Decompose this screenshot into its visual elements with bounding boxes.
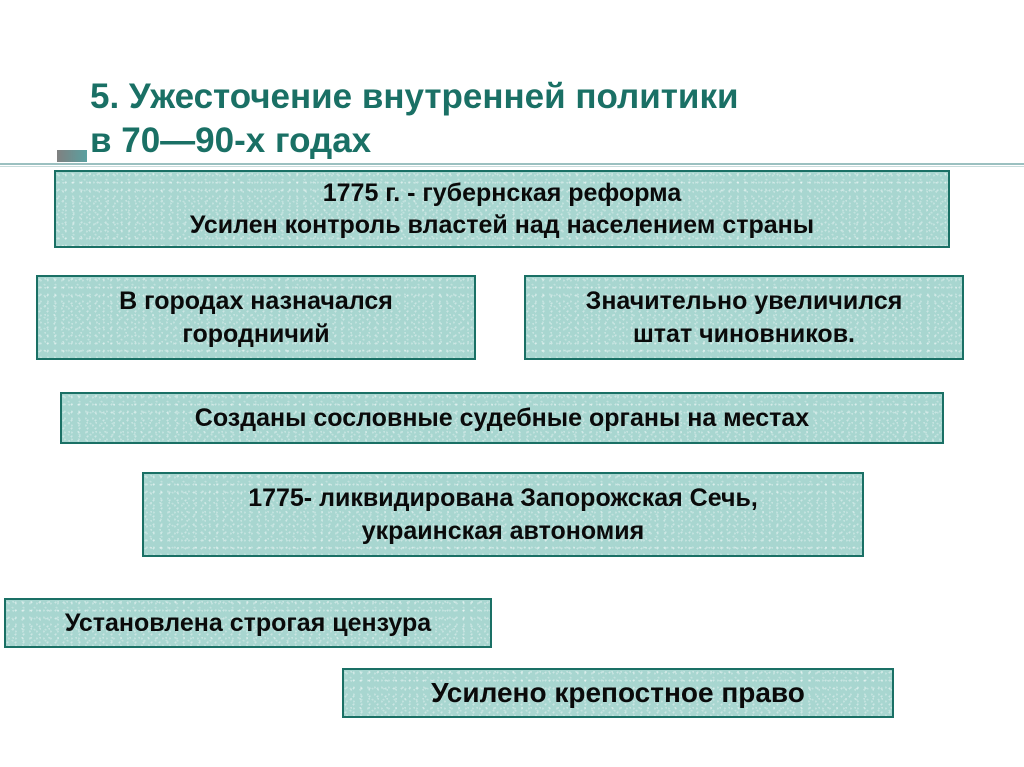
box-officials-l1: Значительно увеличился <box>586 285 903 318</box>
box-gorodnichiy-l1: В городах назначался <box>119 285 393 318</box>
title-underline <box>0 163 1024 165</box>
box-officials-l2: штат чиновников. <box>633 318 855 351</box>
box-zaporozhskaya-l1: 1775- ликвидирована Запорожская Сечь, <box>248 482 758 515</box>
box-estate-courts-l1: Созданы сословные судебные органы на мес… <box>195 402 809 435</box>
box-estate-courts: Созданы сословные судебные органы на мес… <box>60 392 944 444</box>
box-gorodnichiy: В городах назначался городничий <box>36 275 476 360</box>
title-underline-2 <box>0 166 1024 167</box>
box-censorship: Установлена строгая цензура <box>4 598 492 648</box>
box-zaporozhskaya-l2: украинская автономия <box>362 515 645 548</box>
title-line-1: 5. Ужесточение внутренней политики <box>90 75 910 119</box>
box-serfdom: Усилено крепостное право <box>342 668 894 718</box>
box-reform: 1775 г. - губернская реформа Усилен конт… <box>54 170 950 248</box>
title-accent-bar <box>57 150 87 162</box>
box-serfdom-l1: Усилено крепостное право <box>431 675 805 711</box>
box-zaporozhskaya: 1775- ликвидирована Запорожская Сечь, ук… <box>142 472 864 557</box>
box-censorship-l1: Установлена строгая цензура <box>65 607 431 640</box>
title-line-2: в 70—90-х годах <box>90 119 910 163</box>
box-gorodnichiy-l2: городничий <box>182 318 329 351</box>
slide-title: 5. Ужесточение внутренней политики в 70—… <box>90 75 910 163</box>
box-reform-l2: Усилен контроль властей над населением с… <box>190 209 814 242</box>
box-reform-l1: 1775 г. - губернская реформа <box>323 177 682 210</box>
box-officials: Значительно увеличился штат чиновников. <box>524 275 964 360</box>
